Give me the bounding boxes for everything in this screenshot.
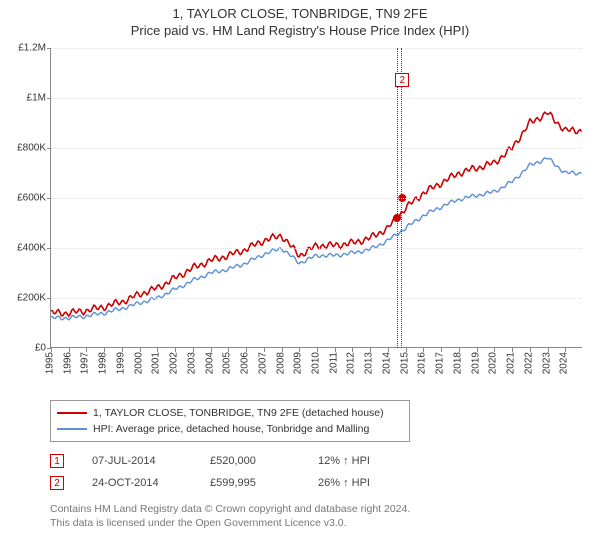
x-axis-label: 1996 [62, 352, 73, 374]
y-axis-label: £200K [17, 293, 46, 304]
legend-swatch [57, 412, 87, 414]
x-axis-label: 2010 [311, 352, 322, 374]
x-axis-label: 2014 [381, 352, 392, 374]
gridline [51, 198, 582, 199]
x-axis-label: 2001 [151, 352, 162, 374]
x-axis-label: 1997 [80, 352, 91, 374]
x-axis-label: 2007 [257, 352, 268, 374]
legend-item: HPI: Average price, detached house, Tonb… [57, 421, 403, 437]
gridline [51, 298, 582, 299]
sale-delta: 26% ↑ HPI [318, 477, 428, 489]
x-axis-label: 2015 [399, 352, 410, 374]
x-axis-label: 2006 [240, 352, 251, 374]
legend-box: 1, TAYLOR CLOSE, TONBRIDGE, TN9 2FE (det… [50, 400, 410, 442]
sale-row: 1 07-JUL-2014 £520,000 12% ↑ HPI [50, 450, 570, 472]
gridline [51, 248, 582, 249]
footer-line-1: Contains HM Land Registry data © Crown c… [50, 502, 410, 516]
sale-row-flag: 1 [50, 454, 64, 468]
chart-area: 2 £0£200K£400K£600K£800K£1M£1.2M19951996… [50, 48, 582, 378]
gridline [51, 48, 582, 49]
sale-price: £520,000 [210, 455, 290, 467]
x-axis-label: 1998 [98, 352, 109, 374]
series-price_paid [51, 112, 582, 316]
y-tick [47, 148, 51, 149]
legend-swatch [57, 428, 87, 430]
y-tick [47, 298, 51, 299]
x-axis-label: 1995 [45, 352, 56, 374]
chart-title-subtitle: Price paid vs. HM Land Registry's House … [0, 23, 600, 38]
y-axis-label: £1M [27, 93, 46, 104]
y-axis-label: £800K [17, 143, 46, 154]
y-axis-label: £400K [17, 243, 46, 254]
x-axis-label: 2005 [222, 352, 233, 374]
y-tick [47, 98, 51, 99]
sale-row-flag: 2 [50, 476, 64, 490]
y-tick [47, 48, 51, 49]
license-footer: Contains HM Land Registry data © Crown c… [50, 502, 410, 530]
x-axis-label: 2009 [293, 352, 304, 374]
legend-item: 1, TAYLOR CLOSE, TONBRIDGE, TN9 2FE (det… [57, 405, 403, 421]
x-axis-label: 2003 [186, 352, 197, 374]
x-axis-label: 2000 [133, 352, 144, 374]
sale-date: 24-OCT-2014 [92, 477, 182, 489]
sale-period-band [397, 48, 402, 348]
x-axis-label: 2024 [559, 352, 570, 374]
x-axis-label: 2012 [346, 352, 357, 374]
sale-date: 07-JUL-2014 [92, 455, 182, 467]
sale-flag: 2 [395, 73, 409, 87]
x-axis-label: 2016 [417, 352, 428, 374]
x-axis-label: 2011 [328, 352, 339, 374]
sale-delta: 12% ↑ HPI [318, 455, 428, 467]
legend-label: HPI: Average price, detached house, Tonb… [93, 423, 369, 435]
gridline [51, 98, 582, 99]
x-axis-label: 2019 [470, 352, 481, 374]
plot-region: 2 [50, 48, 582, 348]
sale-row: 2 24-OCT-2014 £599,995 26% ↑ HPI [50, 472, 570, 494]
footer-line-2: This data is licensed under the Open Gov… [50, 516, 410, 530]
x-axis-label: 2022 [523, 352, 534, 374]
x-axis-label: 2020 [488, 352, 499, 374]
x-axis-label: 1999 [115, 352, 126, 374]
sales-table: 1 07-JUL-2014 £520,000 12% ↑ HPI 2 24-OCT-201… [50, 450, 570, 494]
x-axis-label: 2021 [506, 352, 517, 374]
y-tick [47, 198, 51, 199]
y-axis-label: £1.2M [18, 43, 46, 54]
sale-price: £599,995 [210, 477, 290, 489]
gridline [51, 148, 582, 149]
y-tick [47, 248, 51, 249]
chart-title-address: 1, TAYLOR CLOSE, TONBRIDGE, TN9 2FE [0, 6, 600, 21]
x-axis-label: 2017 [435, 352, 446, 374]
x-axis-label: 2023 [541, 352, 552, 374]
x-axis-label: 2008 [275, 352, 286, 374]
y-axis-label: £600K [17, 193, 46, 204]
x-axis-label: 2002 [169, 352, 180, 374]
x-axis-label: 2004 [204, 352, 215, 374]
x-axis-label: 2013 [364, 352, 375, 374]
legend-label: 1, TAYLOR CLOSE, TONBRIDGE, TN9 2FE (det… [93, 407, 384, 419]
x-axis-label: 2018 [452, 352, 463, 374]
